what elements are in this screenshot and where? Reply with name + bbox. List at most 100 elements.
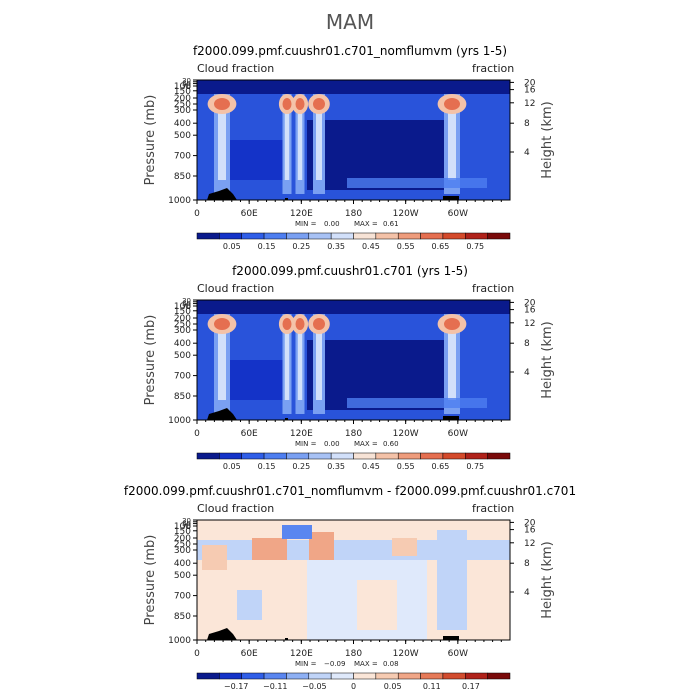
pressure-tick-label: 700 bbox=[174, 152, 191, 162]
height-tick-label: 16 bbox=[524, 86, 536, 96]
pressure-tick-label: 300 bbox=[174, 546, 191, 556]
colorbar-segment bbox=[375, 672, 399, 680]
colorbar-label: 0.05 bbox=[223, 242, 241, 251]
field-tower-core bbox=[218, 100, 226, 180]
pressure-tick-label: 70 bbox=[182, 523, 191, 531]
field-diff-patch bbox=[282, 525, 312, 539]
colorbar-label: 0.75 bbox=[466, 242, 484, 251]
colorbar-segment bbox=[487, 672, 511, 680]
field-tower-core bbox=[448, 100, 456, 180]
colorbar-label: 0.35 bbox=[327, 462, 345, 471]
panel-3-title: f2000.099.pmf.cuushr01.c701_nomflumvm - … bbox=[123, 484, 577, 498]
field-diff-patch bbox=[357, 580, 397, 630]
pressure-tick-label: 150 bbox=[174, 87, 191, 97]
field-max-core bbox=[313, 98, 325, 110]
height-tick-label: 16 bbox=[524, 526, 536, 536]
pressure-tick-label: 500 bbox=[174, 131, 191, 141]
colorbar-label: 0.05 bbox=[384, 682, 402, 691]
longitude-tick-label: 60E bbox=[241, 649, 258, 659]
stats-max-label: MAX = bbox=[354, 440, 378, 448]
pressure-tick-label: 250 bbox=[174, 320, 191, 330]
figure-title: MAM bbox=[325, 10, 375, 34]
panel-1-title: f2000.099.pmf.cuushr01.c701_nomflumvm (y… bbox=[192, 44, 508, 58]
height-tick-label: 20 bbox=[524, 518, 536, 528]
colorbar-segment bbox=[196, 232, 220, 240]
pressure-tick-label: 1000 bbox=[168, 196, 191, 206]
colorbar-label: −0.05 bbox=[302, 682, 327, 691]
colorbar-label: 0.17 bbox=[462, 682, 480, 691]
colorbar-segment bbox=[286, 232, 310, 240]
longitude-tick-label: 0 bbox=[194, 649, 200, 659]
height-tick-label: 12 bbox=[524, 539, 535, 549]
colorbar-label: 0.55 bbox=[397, 462, 415, 471]
field-max-core bbox=[214, 318, 230, 330]
colorbar-segment bbox=[465, 672, 488, 680]
field-max-core bbox=[282, 98, 292, 110]
colorbar-segment bbox=[375, 232, 399, 240]
colorbar-segment bbox=[263, 232, 287, 240]
pressure-tick-label: 200 bbox=[174, 94, 191, 104]
colorbar-segment bbox=[487, 232, 511, 240]
pressure-tick-label: 250 bbox=[174, 100, 191, 110]
colorbar-segment bbox=[442, 672, 466, 680]
colorbar-label: 0.55 bbox=[397, 242, 415, 251]
field-diff-patch bbox=[202, 545, 227, 570]
colorbar-segment bbox=[465, 232, 488, 240]
field-tower-core bbox=[284, 100, 290, 180]
height-tick-label: 4 bbox=[524, 368, 530, 378]
field-max-core bbox=[444, 318, 460, 330]
longitude-tick-label: 120W bbox=[393, 209, 419, 219]
field-max-core bbox=[313, 318, 325, 330]
colorbar-segment bbox=[330, 672, 354, 680]
colorbar-segment bbox=[353, 452, 377, 460]
pressure-tick-label: 30 bbox=[182, 77, 191, 85]
stats-max-label: MAX = bbox=[354, 220, 378, 228]
pressure-tick-label: 70 bbox=[182, 303, 191, 311]
longitude-tick-label: 60E bbox=[241, 209, 258, 219]
colorbar-segment bbox=[420, 672, 444, 680]
pressure-tick-label: 700 bbox=[174, 372, 191, 382]
colorbar-segment bbox=[353, 232, 377, 240]
field-top-layer bbox=[197, 80, 510, 90]
pressure-tick-label: 400 bbox=[174, 559, 191, 569]
colorbar-segment bbox=[263, 452, 287, 460]
height-tick-label: 8 bbox=[524, 119, 530, 129]
panel-2-chart: 1001502002503004005007008501000305070Pre… bbox=[143, 297, 555, 471]
height-tick-label: 20 bbox=[524, 298, 536, 308]
height-tick-label: 20 bbox=[524, 78, 536, 88]
colorbar-segment bbox=[487, 452, 511, 460]
colorbar-segment bbox=[375, 452, 399, 460]
colorbar-label: 0.65 bbox=[432, 242, 450, 251]
topography bbox=[285, 418, 288, 420]
topography bbox=[207, 628, 237, 640]
height-tick-label: 8 bbox=[524, 339, 530, 349]
height-tick-label: 12 bbox=[524, 99, 535, 109]
pressure-tick-label: 30 bbox=[182, 297, 191, 305]
longitude-tick-label: 180 bbox=[345, 649, 362, 659]
field-max-core bbox=[295, 98, 305, 110]
field-max-core bbox=[444, 98, 460, 110]
pressure-tick-label: 150 bbox=[174, 307, 191, 317]
pressure-axis-label: Pressure (mb) bbox=[143, 535, 158, 626]
pressure-tick-label: 500 bbox=[174, 351, 191, 361]
panel-3-right-label: fraction bbox=[472, 502, 515, 515]
panel-3-left-label: Cloud fraction bbox=[197, 502, 275, 515]
pressure-tick-label: 250 bbox=[174, 540, 191, 550]
pressure-tick-label: 100 bbox=[174, 522, 191, 532]
topography bbox=[285, 198, 288, 200]
colorbar-segment bbox=[196, 672, 220, 680]
colorbar-segment bbox=[442, 232, 466, 240]
height-tick-label: 16 bbox=[524, 306, 536, 316]
longitude-tick-label: 120E bbox=[290, 429, 313, 439]
pressure-tick-label: 100 bbox=[174, 302, 191, 312]
colorbar-segment bbox=[241, 232, 265, 240]
colorbar-label: 0.25 bbox=[292, 462, 310, 471]
panel-3-chart: 1001502002503004005007008501000305070Pre… bbox=[143, 517, 555, 691]
pressure-tick-label: 30 bbox=[182, 517, 191, 525]
stats-min-label: MIN = bbox=[295, 220, 317, 228]
colorbar-label: 0.15 bbox=[258, 462, 276, 471]
height-tick-label: 4 bbox=[524, 148, 530, 158]
pressure-tick-label: 850 bbox=[174, 612, 191, 622]
colorbar-segment bbox=[241, 672, 265, 680]
colorbar-segment bbox=[420, 452, 444, 460]
